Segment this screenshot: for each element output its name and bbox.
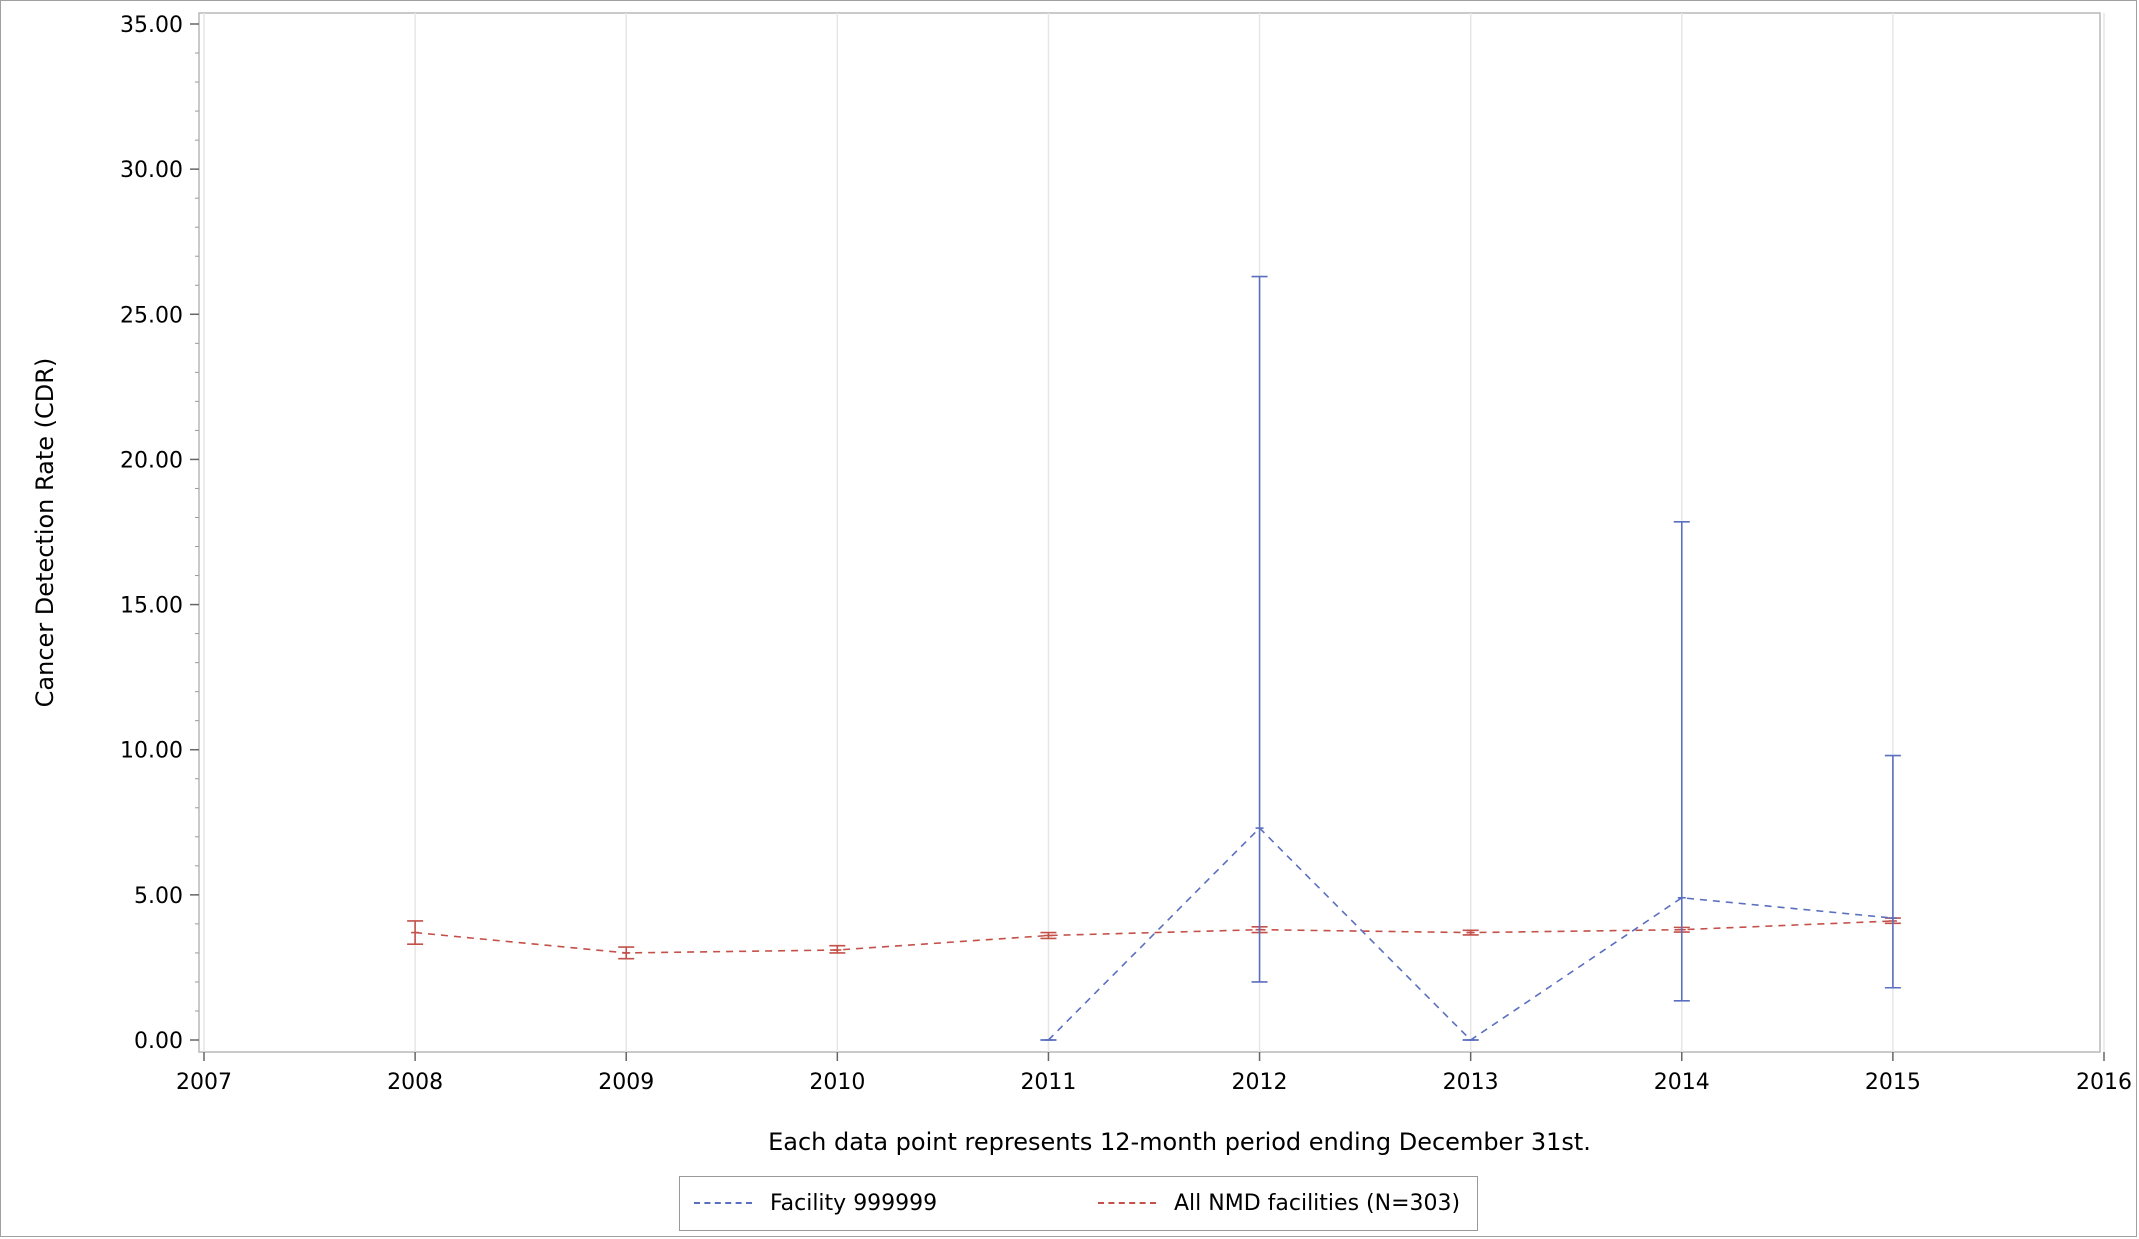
series-line-all-nmd xyxy=(415,920,1893,954)
x-tick-label: 2009 xyxy=(598,1070,654,1095)
x-tick-label: 2012 xyxy=(1232,1070,1288,1095)
legend-item-all-nmd: All NMD facilities (N=303) xyxy=(1098,1177,1460,1229)
y-tick-label: 15.00 xyxy=(120,594,183,619)
y-tick-label: 0.00 xyxy=(134,1029,183,1054)
y-tick-label: 5.00 xyxy=(134,884,183,909)
y-tick-label: 35.00 xyxy=(120,13,183,38)
legend-label-facility: Facility 999999 xyxy=(770,1190,938,1216)
y-tick-label: 30.00 xyxy=(120,158,183,183)
legend-label-all-nmd: All NMD facilities (N=303) xyxy=(1174,1190,1461,1216)
x-tick-label: 2016 xyxy=(2076,1070,2132,1095)
x-tick-label: 2008 xyxy=(387,1070,443,1095)
legend: Facility 999999 All NMD facilities (N=30… xyxy=(679,1176,1478,1231)
legend-swatch-all-nmd xyxy=(1098,1202,1156,1204)
legend-item-facility: Facility 999999 xyxy=(694,1177,937,1229)
plot-area xyxy=(198,12,2101,1053)
legend-swatch-facility xyxy=(694,1202,752,1204)
x-axis-title: Each data point represents 12-month peri… xyxy=(768,1128,1591,1156)
x-tick-label: 2014 xyxy=(1654,1070,1710,1095)
y-tick-label: 25.00 xyxy=(120,303,183,328)
x-tick-label: 2007 xyxy=(176,1070,232,1095)
y-tick-label: 10.00 xyxy=(120,739,183,764)
x-tick-label: 2013 xyxy=(1443,1070,1499,1095)
x-tick-label: 2011 xyxy=(1020,1070,1076,1095)
y-tick-label: 20.00 xyxy=(120,448,183,473)
x-tick-label: 2015 xyxy=(1865,1070,1921,1095)
x-tick-label: 2010 xyxy=(809,1070,865,1095)
y-axis-title: Cancer Detection Rate (CDR) xyxy=(31,358,59,708)
